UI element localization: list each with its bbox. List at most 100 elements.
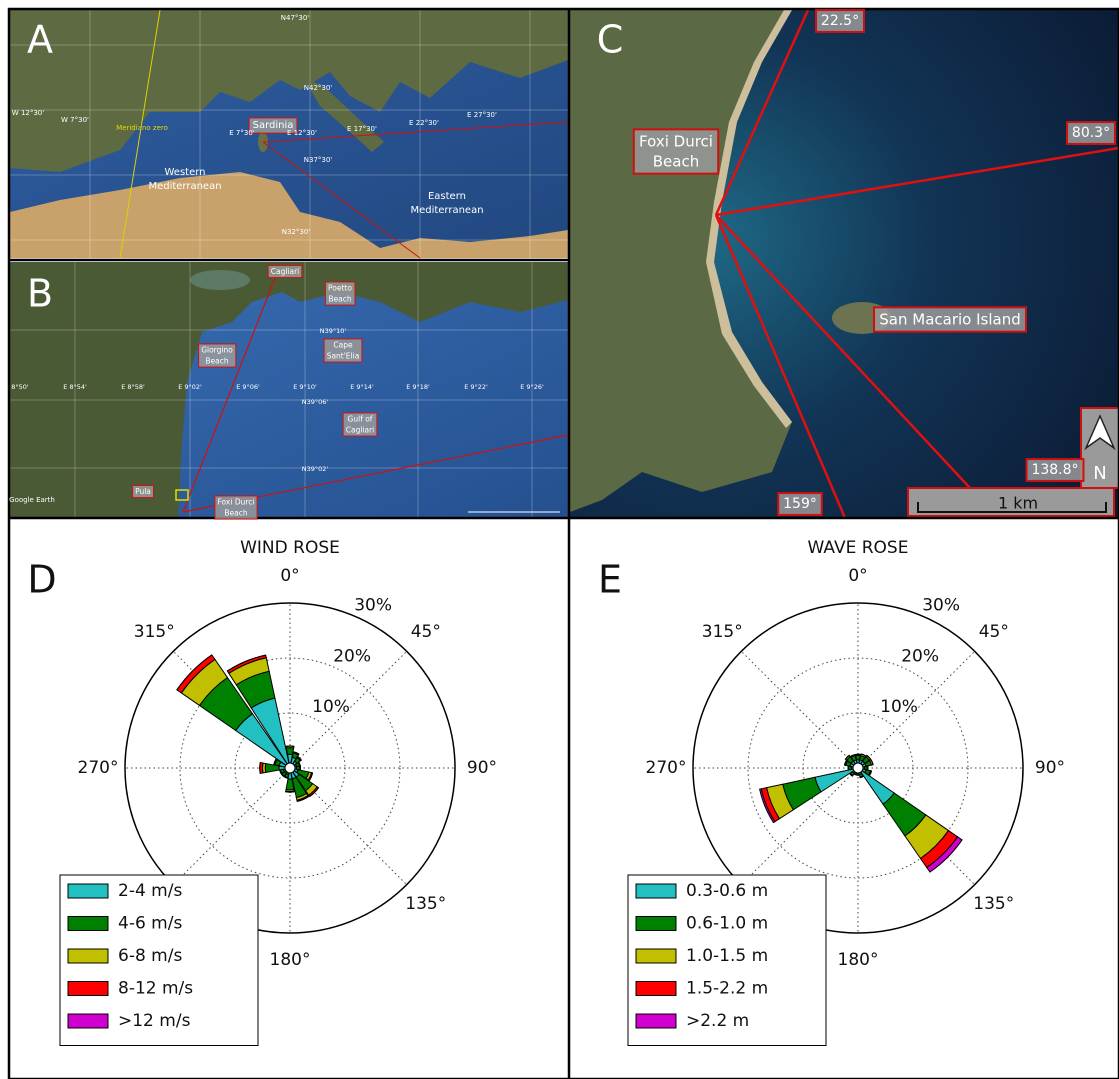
legend-label: >2.2 m <box>686 1011 749 1031</box>
legend-swatch <box>68 949 108 963</box>
direction-label: 45° <box>979 622 1009 642</box>
legend-swatch <box>68 917 108 931</box>
map-label: 159° <box>783 496 817 512</box>
boxed-label: Poetto Beach <box>325 282 355 305</box>
radial-tick-label: 30% <box>922 596 960 616</box>
coordinate-label: E 9°10' <box>293 383 317 391</box>
calm-circle <box>853 763 863 773</box>
direction-label: 0° <box>848 566 867 586</box>
boxed-label: Cagliari <box>268 265 302 277</box>
map-label: Beach <box>205 357 228 366</box>
radial-tick-label: 10% <box>312 697 350 717</box>
direction-label: 180° <box>270 950 311 970</box>
rose-wedge <box>286 779 294 790</box>
coordinate-label: N32°30' <box>282 228 311 236</box>
boxed-label: San Macario Island <box>874 307 1026 331</box>
direction-label: 315° <box>134 622 175 642</box>
coordinate-label: W 7°30' <box>61 116 89 124</box>
legend-label: 0.6-1.0 m <box>686 914 768 934</box>
coordinate-label: W 12°30' <box>12 109 44 117</box>
legend-swatch <box>68 884 108 898</box>
map-label: Beach <box>328 295 351 304</box>
legend-swatch <box>636 982 676 996</box>
boxed-label: 22.5° <box>816 10 864 32</box>
coordinate-label: E 9°18' <box>406 383 430 391</box>
radial-tick-label: 20% <box>333 646 371 666</box>
radial-tick-label: 30% <box>354 596 392 616</box>
map-label: Beach <box>653 153 699 171</box>
calm-circle <box>285 763 295 773</box>
coordinate-label: E 9°22' <box>464 383 488 391</box>
map-label: Sant'Elia <box>327 352 360 361</box>
coordinate-label: E 9°26' <box>520 383 544 391</box>
legend-swatch <box>636 949 676 963</box>
coordinate-label: E 22°30' <box>409 119 439 127</box>
coordinate-label: E 8°58' <box>121 383 145 391</box>
boxed-label: Foxi Durci Beach <box>634 129 718 173</box>
legend-label: 8-12 m/s <box>118 979 193 999</box>
coordinate-label: E 12°30' <box>287 129 317 137</box>
map-label: Poetto <box>328 284 352 293</box>
legend-label: >12 m/s <box>118 1011 191 1031</box>
coordinate-label: E 8°54' <box>63 383 87 391</box>
map-label: 22.5° <box>821 13 859 29</box>
map-label: Cagliari <box>346 426 375 435</box>
legend-swatch <box>636 917 676 931</box>
map-label: Cape <box>333 341 353 350</box>
coordinate-label: N42°30' <box>304 84 333 92</box>
boxed-label: Cape Sant'Elia <box>324 339 362 362</box>
map-label: San Macario Island <box>879 311 1020 329</box>
direction-label: 315° <box>702 622 743 642</box>
rose-wedge <box>286 748 293 755</box>
legend-label: 1.0-1.5 m <box>686 946 768 966</box>
boxed-label: Giorgino Beach <box>199 344 236 367</box>
chart-title: WAVE ROSE <box>808 538 909 558</box>
coordinate-label: E 9°14' <box>350 383 374 391</box>
direction-label: 90° <box>467 758 497 778</box>
map-label: Foxi Durci <box>639 133 713 151</box>
boxed-label: Pula <box>132 485 153 497</box>
boxed-label: 159° <box>778 493 822 515</box>
map-label: 80.3° <box>1072 125 1110 141</box>
boxed-label: Gulf of Cagliari <box>343 413 377 436</box>
coordinate-label: E 7°30' <box>229 129 255 137</box>
map-label: Mediterranean <box>410 205 483 216</box>
boxed-label: 138.8° <box>1027 459 1084 481</box>
map-label: Mediterranean <box>148 181 221 192</box>
radial-tick-label: 20% <box>901 646 939 666</box>
legend-swatch <box>636 1014 676 1028</box>
coordinate-label: N39°06' <box>302 398 329 406</box>
coordinate-label: N39°02' <box>302 465 329 473</box>
map-label: Beach <box>224 509 247 518</box>
map-label: Foxi Durci <box>218 498 255 507</box>
panel-label: A <box>27 18 53 62</box>
panel-label: B <box>27 272 53 316</box>
direction-label: 45° <box>411 622 441 642</box>
radial-tick-label: 10% <box>880 697 918 717</box>
map-c <box>570 10 1119 518</box>
coordinate-label: E 9°06' <box>236 383 260 391</box>
map-label: 138.8° <box>1031 462 1078 478</box>
legend-label: 4-6 m/s <box>118 914 182 934</box>
direction-label: 180° <box>838 950 879 970</box>
direction-label: 270° <box>78 758 119 778</box>
map-label: Gulf of <box>348 415 373 424</box>
panel-label: C <box>597 18 624 62</box>
chart-title: WIND ROSE <box>240 538 340 558</box>
direction-label: 270° <box>646 758 687 778</box>
credit: Google Earth <box>9 496 55 504</box>
legend-label: 1.5-2.2 m <box>686 979 768 999</box>
coordinate-label: Meridiano zero <box>116 124 168 132</box>
coordinate-label: 8°50' <box>11 383 29 391</box>
coordinate-label: E 17°30' <box>347 125 377 133</box>
coordinate-label: E 9°02' <box>178 383 202 391</box>
coordinate-label: E 27°30' <box>467 111 497 119</box>
map-label: Pula <box>135 487 151 496</box>
north-label: N <box>1093 463 1106 484</box>
map-label: Giorgino <box>201 346 233 355</box>
legend-label: 2-4 m/s <box>118 881 182 901</box>
panel-label: D <box>27 558 56 602</box>
boxed-label: Foxi Durci Beach <box>215 496 257 519</box>
direction-label: 90° <box>1035 758 1065 778</box>
map-label: Cagliari <box>271 267 300 276</box>
